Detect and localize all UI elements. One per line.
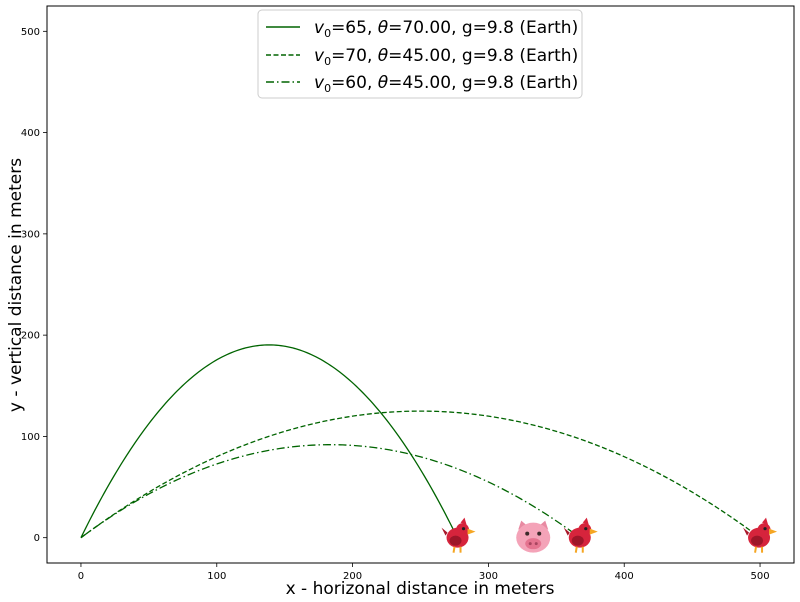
y-axis-label: y - vertical distance in meters [6,158,26,412]
x-tick-label: 300 [479,571,498,582]
pig-icon [516,520,551,553]
y-tick-label: 400 [21,128,40,139]
x-axis-ticks: 0 100 200 300 400 500 [78,563,770,582]
y-tick-label: 300 [21,229,40,240]
bird-icon [743,517,778,553]
x-tick-label: 500 [750,571,769,582]
trajectory-3 [80,444,581,539]
x-tick-label: 400 [615,571,634,582]
legend: v0=65, θ=70.00, g=9.8 (Earth) v0=70, θ=4… [257,9,583,99]
y-tick-label: 0 [34,533,40,544]
x-axis-label: x - horizonal distance in meters [286,579,555,599]
bird-icon [441,517,476,553]
legend-entry-3: v0=60, θ=45.00, g=9.8 (Earth) [266,73,578,95]
bird-icon [563,517,598,553]
marker-layer [441,517,778,553]
legend-box [257,9,583,99]
legend-entry-1: v0=65, θ=70.00, g=9.8 (Earth) [266,18,578,40]
trajectory-1 [80,344,458,538]
y-tick-label: 100 [21,432,40,443]
x-tick-label: 100 [207,571,226,582]
legend-label-1: v0=65, θ=70.00, g=9.8 (Earth) [314,18,578,40]
y-tick-label: 200 [21,331,40,342]
y-axis-ticks: 0 100 200 300 400 500 [21,27,47,544]
series-layer [80,344,761,539]
x-tick-label: 200 [343,571,362,582]
legend-label-3: v0=60, θ=45.00, g=9.8 (Earth) [314,73,578,95]
x-tick-label: 0 [78,571,84,582]
legend-entry-2: v0=70, θ=45.00, g=9.8 (Earth) [266,46,578,68]
trajectory-2 [80,410,761,539]
legend-label-2: v0=70, θ=45.00, g=9.8 (Earth) [314,46,578,68]
y-tick-label: 500 [21,27,40,38]
